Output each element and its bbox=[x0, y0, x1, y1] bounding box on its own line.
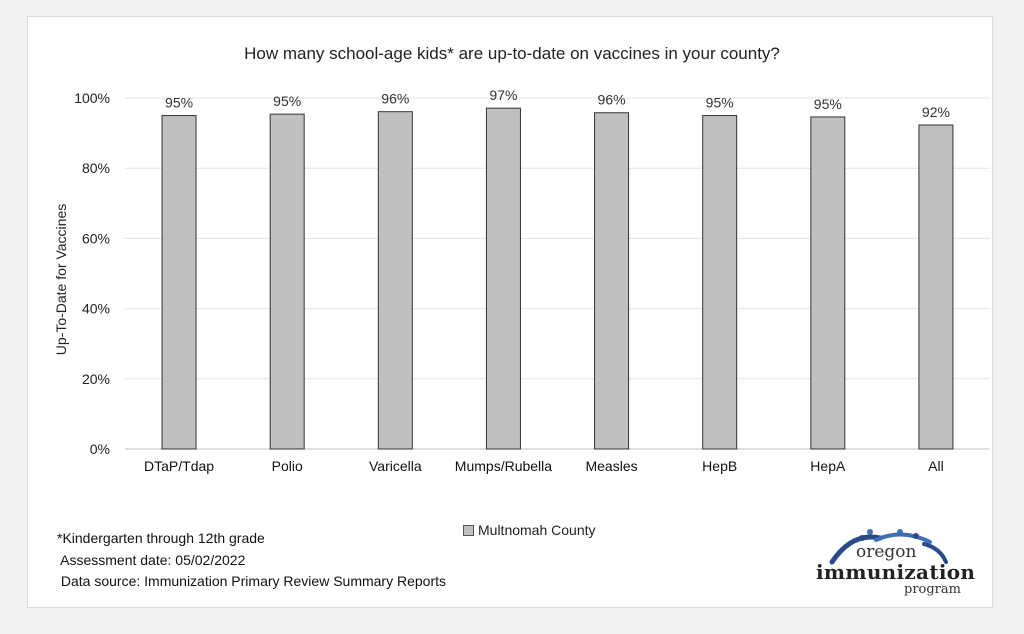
logo-text-oregon: oregon bbox=[856, 542, 917, 562]
footnote-grade-range: *Kindergarten through 12th grade bbox=[57, 530, 265, 546]
x-tick-label: DTaP/Tdap bbox=[144, 458, 214, 474]
data-label: 95% bbox=[814, 96, 842, 112]
oregon-immunization-logo: oregon immunization program bbox=[812, 528, 982, 598]
y-tick-label: 20% bbox=[82, 371, 110, 387]
x-tick-label: HepA bbox=[810, 458, 846, 474]
y-tick-label: 40% bbox=[82, 301, 110, 317]
data-label: 92% bbox=[922, 104, 950, 120]
legend-label: Multnomah County bbox=[478, 522, 596, 538]
x-tick-label: Measles bbox=[585, 458, 637, 474]
logo-text-immunization: immunization bbox=[816, 560, 976, 584]
data-label: 95% bbox=[165, 95, 193, 111]
logo-people-icon bbox=[829, 529, 948, 565]
bar bbox=[485, 107, 521, 450]
bar bbox=[594, 112, 630, 450]
data-label: 97% bbox=[489, 87, 517, 103]
footnote-assessment-date: Assessment date: 05/02/2022 bbox=[57, 552, 246, 568]
data-label: 95% bbox=[273, 93, 301, 109]
y-tick-label: 0% bbox=[90, 441, 110, 457]
bar bbox=[161, 115, 197, 450]
y-tick-label: 60% bbox=[82, 230, 110, 246]
bar bbox=[702, 115, 738, 450]
data-label: 95% bbox=[706, 95, 734, 111]
x-tick-label: Varicella bbox=[369, 458, 422, 474]
bar bbox=[918, 124, 954, 450]
bar bbox=[377, 111, 413, 450]
x-tick-label: All bbox=[928, 458, 944, 474]
x-tick-label: Polio bbox=[272, 458, 303, 474]
y-tick-label: 80% bbox=[82, 160, 110, 176]
data-label: 96% bbox=[381, 91, 409, 107]
x-tick-label: Mumps/Rubella bbox=[455, 458, 552, 474]
bar bbox=[810, 116, 846, 450]
logo-text-program: program bbox=[904, 582, 961, 597]
legend-swatch bbox=[463, 524, 474, 536]
chart-legend: Multnomah County bbox=[463, 522, 596, 538]
bar bbox=[269, 113, 305, 450]
chart-title: How many school-age kids* are up-to-date… bbox=[244, 44, 780, 63]
footnote-data-source: Data source: Immunization Primary Review… bbox=[57, 573, 447, 589]
y-tick-label: 100% bbox=[74, 90, 110, 106]
x-tick-label: HepB bbox=[702, 458, 737, 474]
data-label: 96% bbox=[598, 92, 626, 108]
y-axis-title: Up-To-Date for Vaccines bbox=[53, 204, 69, 355]
